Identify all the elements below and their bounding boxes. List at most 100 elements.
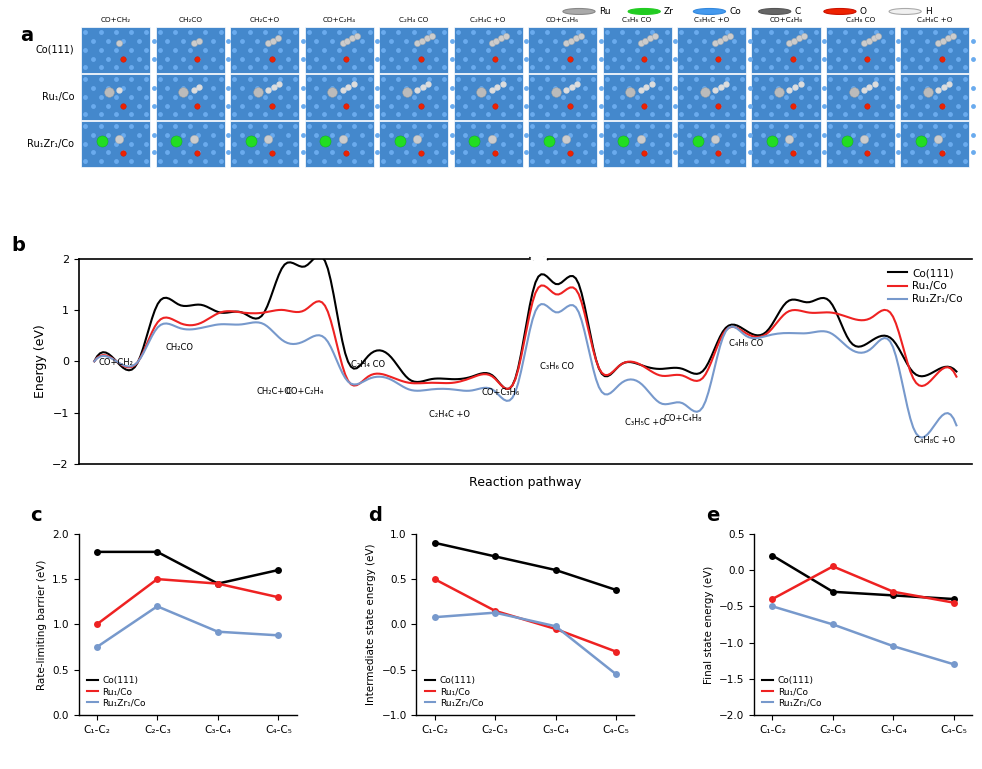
Text: C: C: [794, 7, 800, 16]
Y-axis label: Energy (eV): Energy (eV): [33, 325, 47, 398]
Ru₁Zr₁/Co: [619, 376, 630, 385]
Legend: Co(111), Ru₁/Co, Ru₁Zr₁/Co: Co(111), Ru₁/Co, Ru₁Zr₁/Co: [421, 673, 487, 711]
Circle shape: [628, 8, 660, 15]
Bar: [304, 74, 374, 120]
Bar: [379, 74, 448, 120]
Bar: [379, 27, 448, 73]
Text: Zr: Zr: [664, 7, 674, 16]
Co(111): [91, 351, 103, 361]
Text: CO+C₂H₄: CO+C₂H₄: [286, 387, 324, 396]
Y-axis label: Intermediate state energy (eV): Intermediate state energy (eV): [366, 544, 376, 705]
Y-axis label: Rate-limiting barrier (eV): Rate-limiting barrier (eV): [36, 559, 47, 690]
Bar: [304, 27, 374, 73]
Bar: [82, 74, 150, 120]
Ru₁Zr₁/Co: [602, 390, 614, 399]
Text: CH₂C+O: CH₂C+O: [256, 387, 291, 396]
Bar: [603, 74, 672, 120]
Line: Co(111): Co(111): [94, 256, 956, 389]
Bar: [900, 27, 969, 73]
Bar: [677, 121, 746, 167]
Text: CH₂C+O: CH₂C+O: [249, 17, 280, 23]
Text: CO+C₄H₈: CO+C₄H₈: [664, 414, 702, 422]
Ru₁/Co: [501, 384, 513, 394]
Bar: [826, 121, 895, 167]
Text: CO+CH₂: CO+CH₂: [101, 17, 131, 23]
Bar: [379, 121, 448, 167]
Ru₁Zr₁/Co: [951, 421, 962, 430]
Bar: [826, 74, 895, 120]
Bar: [528, 121, 597, 167]
Ru₁Zr₁/Co: [605, 388, 617, 398]
Text: CO+C₃H₆: CO+C₃H₆: [546, 17, 579, 23]
Bar: [156, 27, 225, 73]
Ru₁Zr₁/Co: [818, 327, 830, 336]
Bar: [677, 74, 746, 120]
Bar: [528, 74, 597, 120]
Text: C₃H₅C +O: C₃H₅C +O: [694, 17, 730, 23]
Ru₁/Co: [622, 357, 633, 366]
Bar: [603, 27, 672, 73]
Co(111): [876, 331, 888, 341]
Ru₁Zr₁/Co: [535, 299, 547, 308]
Ru₁/Co: [951, 372, 962, 381]
Legend: Co(111), Ru₁/Co, Ru₁Zr₁/Co: Co(111), Ru₁/Co, Ru₁Zr₁/Co: [884, 264, 967, 308]
Ru₁/Co: [605, 369, 617, 378]
Ru₁/Co: [91, 353, 103, 362]
Text: CH₂CO: CH₂CO: [179, 17, 202, 23]
Ru₁Zr₁/Co: [88, 357, 100, 366]
Text: H: H: [925, 7, 932, 16]
Circle shape: [693, 8, 726, 15]
Text: Co(111): Co(111): [35, 45, 74, 55]
Ru₁Zr₁/Co: [91, 354, 103, 363]
Circle shape: [759, 8, 791, 15]
Bar: [82, 27, 150, 73]
Bar: [304, 121, 374, 167]
Bar: [230, 121, 300, 167]
Circle shape: [563, 8, 595, 15]
Text: e: e: [706, 506, 720, 524]
Text: b: b: [12, 235, 26, 255]
Text: d: d: [368, 506, 382, 524]
Text: C₃H₅C +O: C₃H₅C +O: [625, 418, 666, 427]
Text: C₂H₄ CO: C₂H₄ CO: [351, 360, 385, 369]
Text: C₂H₄ CO: C₂H₄ CO: [399, 17, 428, 23]
Text: Ru₁/Co: Ru₁/Co: [41, 92, 74, 102]
Text: CH₂CO: CH₂CO: [165, 343, 193, 352]
Co(111): [501, 384, 513, 394]
Bar: [454, 121, 522, 167]
Text: C₄H₈C +O: C₄H₈C +O: [917, 17, 953, 23]
Bar: [603, 121, 672, 167]
Bar: [230, 74, 300, 120]
Text: C₄H₈ CO: C₄H₈ CO: [729, 339, 763, 348]
Text: C₃H₆ CO: C₃H₆ CO: [623, 17, 652, 23]
Legend: Co(111), Ru₁/Co, Ru₁Zr₁/Co: Co(111), Ru₁/Co, Ru₁Zr₁/Co: [759, 673, 825, 711]
Text: Co: Co: [729, 7, 740, 16]
Legend: Co(111), Ru₁/Co, Ru₁Zr₁/Co: Co(111), Ru₁/Co, Ru₁Zr₁/Co: [83, 673, 149, 711]
Text: c: c: [30, 506, 42, 524]
Bar: [528, 27, 597, 73]
Bar: [751, 27, 821, 73]
Ru₁/Co: [876, 306, 888, 315]
Circle shape: [889, 8, 921, 15]
X-axis label: Reaction pathway: Reaction pathway: [469, 476, 581, 489]
Line: Ru₁Zr₁/Co: Ru₁Zr₁/Co: [94, 304, 956, 438]
Text: C₄H₈ CO: C₄H₈ CO: [846, 17, 875, 23]
Ru₁/Co: [88, 357, 100, 366]
Text: C₂H₄C +O: C₂H₄C +O: [429, 410, 470, 419]
Text: CO+C₄H₈: CO+C₄H₈: [770, 17, 802, 23]
Co(111): [313, 251, 325, 261]
Bar: [751, 121, 821, 167]
Text: CO+C₂H₄: CO+C₂H₄: [323, 17, 355, 23]
Ru₁/Co: [821, 308, 833, 317]
Line: Ru₁/Co: Ru₁/Co: [94, 285, 956, 389]
Co(111): [821, 295, 833, 304]
Bar: [677, 27, 746, 73]
Y-axis label: Final state energy (eV): Final state energy (eV): [703, 565, 714, 684]
Text: Ru: Ru: [599, 7, 610, 16]
Co(111): [622, 358, 633, 367]
Co(111): [605, 370, 617, 379]
Text: O: O: [859, 7, 866, 16]
Bar: [454, 27, 522, 73]
Ru₁/Co: [608, 367, 620, 376]
Circle shape: [824, 8, 856, 15]
